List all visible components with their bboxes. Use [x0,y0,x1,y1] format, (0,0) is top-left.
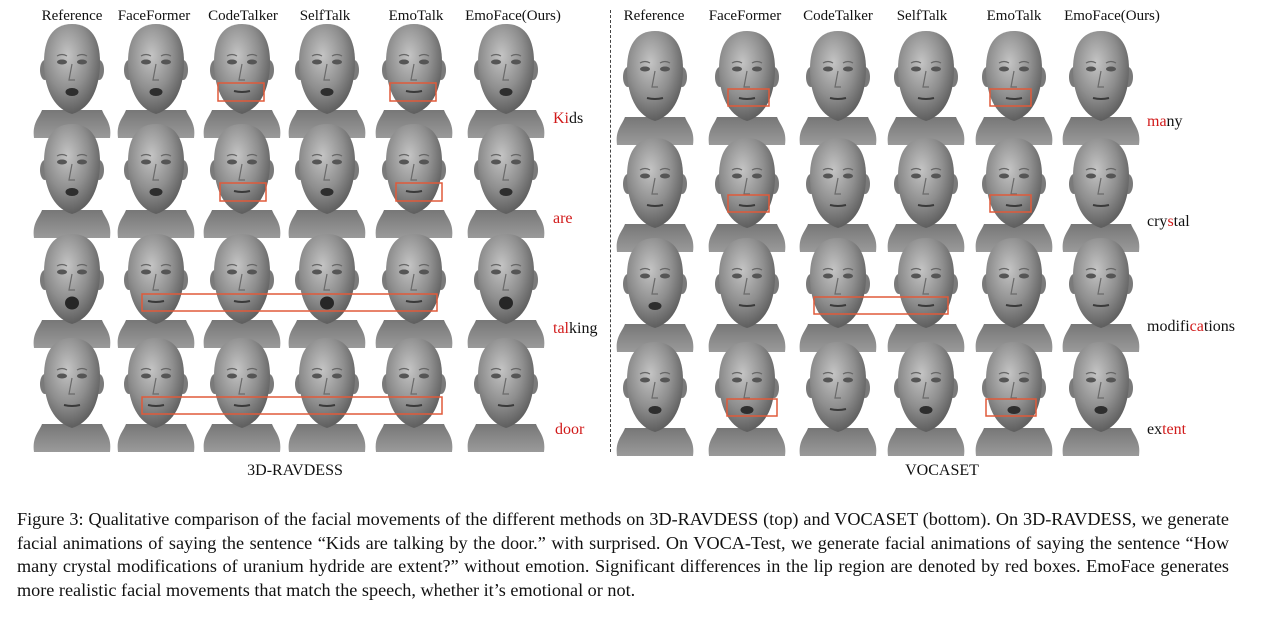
right-face-r3-c4 [887,237,965,353]
left-face-r4-c2 [117,337,195,453]
left-header-emotalk: EmoTalk [388,8,444,24]
left-header-codetalker: CodeTalker [208,8,278,24]
right-word-4: extent [1147,421,1187,438]
diff-box [395,182,443,202]
right-header-faceformer: FaceFormer [708,8,782,24]
left-face-r4-c1 [33,337,111,453]
diff-box [727,88,770,107]
left-face-r1-c3 [203,23,281,139]
diff-box [985,398,1037,417]
right-face-r3-c5 [975,237,1053,353]
right-face-grid [616,30,1140,457]
right-face-r1-c6 [1062,30,1140,146]
left-face-r3-c3 [203,233,281,349]
right-face-r1-c2 [708,30,786,146]
right-header-selftalk: SelfTalk [896,8,948,24]
left-face-r4-c4 [288,337,366,453]
face-grid [33,23,1140,457]
diff-box [389,82,437,102]
right-face-r1-c1 [616,30,694,146]
right-word-1: many [1147,113,1183,130]
left-face-r1-c1 [33,23,111,139]
right-header-emoface: EmoFace(Ours) [1064,8,1160,24]
left-face-r1-c2 [117,23,195,139]
left-word-4: door [555,421,585,438]
left-dataset-label: 3D-RAVDESS [247,462,343,479]
left-face-r2-c3 [203,123,281,239]
right-face-r4-c4 [887,341,965,457]
right-face-r4-c6 [1062,341,1140,457]
diff-box [989,194,1032,213]
diff-box [217,82,265,102]
right-dataset-label: VOCASET [905,462,979,479]
left-header-faceformer: FaceFormer [117,8,191,24]
right-face-r2-c1 [616,137,694,253]
left-face-r1-c6 [467,23,545,139]
diff-box [141,396,443,415]
left-face-r2-c6 [467,123,545,239]
right-face-r2-c4 [887,137,965,253]
right-face-r3-c6 [1062,237,1140,353]
right-face-r1-c5 [975,30,1053,146]
left-face-r3-c2 [117,233,195,349]
panel-divider [610,10,611,452]
right-face-r2-c6 [1062,137,1140,253]
right-face-r2-c3 [799,137,877,253]
right-face-r3-c2 [708,237,786,353]
left-face-r3-c1 [33,233,111,349]
left-face-r2-c4 [288,123,366,239]
diff-box [219,182,267,202]
right-face-r3-c3 [799,237,877,353]
left-face-r3-c5 [375,233,453,349]
left-header-selftalk: SelfTalk [299,8,351,24]
diff-box [141,293,438,312]
left-word-2: are [553,210,573,227]
left-face-r2-c1 [33,123,111,239]
left-face-grid [33,23,545,453]
left-header-reference: Reference [41,8,103,24]
left-word-1: Kids [553,110,584,127]
right-header-codetalker: CodeTalker [803,8,873,24]
right-word-3: modifications [1147,318,1235,335]
right-face-r3-c1 [616,237,694,353]
diff-box [813,296,949,315]
left-word-3: talking [553,320,598,337]
left-face-r4-c5 [375,337,453,453]
diff-box [726,398,778,417]
figure: Reference FaceFormer CodeTalker SelfTalk… [33,8,1235,479]
right-header-reference: Reference [623,8,685,24]
right-header-emotalk: EmoTalk [986,8,1042,24]
right-face-r4-c3 [799,341,877,457]
left-face-r3-c4 [288,233,366,349]
right-face-r1-c4 [887,30,965,146]
left-face-r3-c6 [467,233,545,349]
left-header-emoface: EmoFace(Ours) [465,8,561,24]
left-face-r4-c6 [467,337,545,453]
right-face-r4-c1 [616,341,694,457]
diff-box [989,88,1032,107]
diff-box [727,194,770,213]
left-face-r4-c3 [203,337,281,453]
right-face-r1-c3 [799,30,877,146]
figure-caption: Figure 3: Qualitative comparison of the … [17,509,1229,600]
left-face-r2-c2 [117,123,195,239]
left-face-r1-c5 [375,23,453,139]
left-face-r1-c4 [288,23,366,139]
left-face-r2-c5 [375,123,453,239]
right-word-2: crystal [1147,213,1190,230]
